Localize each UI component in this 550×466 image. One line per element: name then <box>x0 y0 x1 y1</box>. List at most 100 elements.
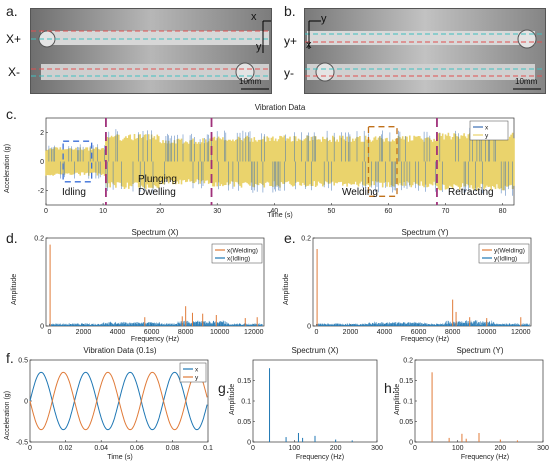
chart-h-x-tick-label: 0 <box>413 445 417 452</box>
chart-g-x-tick-label: 300 <box>371 445 383 452</box>
chart-c-legend-label: y <box>485 133 489 140</box>
weld-photo-b <box>305 9 545 93</box>
chart-e-y-tick-label: 0 <box>307 324 311 331</box>
chart-c-y-tick-label: 2 <box>40 130 44 137</box>
series-x-wave <box>29 371 208 431</box>
chart-g-y-tick-label: 0.15 <box>237 378 251 385</box>
chart-c-x-tick-label: 80 <box>499 208 507 215</box>
chart-h-y-tick-label: 0 <box>409 440 413 447</box>
chart-e-x-tick-label: 2000 <box>343 329 359 336</box>
label-x-minus: X- <box>8 65 20 79</box>
chart-f-x-tick-label: 0.04 <box>94 445 108 452</box>
chart-c-x-tick-label: 50 <box>327 208 335 215</box>
phase-label-dwelling: Dwelling <box>138 187 176 198</box>
weld-photo-a <box>31 9 271 93</box>
chart-g-y-tick-label: 0.05 <box>237 419 251 426</box>
panel-letter-g: g. <box>218 380 230 396</box>
chart-c-x-tick-label: 60 <box>385 208 393 215</box>
chart-d-x-tick-label: 4000 <box>110 329 126 336</box>
chart-title-c: Vibration Data <box>254 103 306 112</box>
chart-g-x-tick-label: 0 <box>251 445 255 452</box>
x-axis-label-h: Frequency (Hz) <box>460 454 510 461</box>
axis-label-x: x <box>306 39 312 51</box>
chart-d-x-tick-label: 8000 <box>178 329 194 336</box>
idling-window-box <box>62 140 93 183</box>
chart-spectrum-y-zoom: 0 100 200 300 0 0.05 0.1 0.15 0.2 <box>399 358 549 453</box>
chart-e-x-tick-label: 4000 <box>377 329 393 336</box>
chart-e-legend-label: y(Idling) <box>494 256 517 263</box>
axis-label-x: x <box>251 11 257 23</box>
chart-title-g: Spectrum (X) <box>291 346 339 355</box>
chart-d-x-tick-label: 2000 <box>76 329 92 336</box>
chart-h-x-tick-label: 100 <box>452 445 464 452</box>
chart-c-x-tick-label: 40 <box>270 208 278 215</box>
phase-label-welding: Welding <box>342 187 378 198</box>
x-axis-label-f: Time (s) <box>107 454 133 461</box>
chart-c-legend-box <box>469 120 509 141</box>
series-x-signal <box>48 127 513 196</box>
chart-h-y-tick-label: 0.15 <box>399 378 413 385</box>
chart-f-y-tick-label: -0.5 <box>16 440 28 447</box>
chart-g-y-tick-label: 0.1 <box>241 399 251 406</box>
chart-e-x-tick-label: 8000 <box>445 329 461 336</box>
x-axis-label-d: Frequency (Hz) <box>130 336 180 343</box>
chart-c-legend-label: x <box>485 125 489 132</box>
chart-e-y-tick-label: 0.2 <box>301 236 311 243</box>
panel-letter-b: b. <box>284 3 296 19</box>
axis-label-y: y <box>256 41 262 53</box>
label-x-plus: X+ <box>6 32 22 46</box>
chart-c-x-tick-label: 0 <box>44 208 48 215</box>
chart-d-x-tick-label: 6000 <box>144 329 160 336</box>
scale-label: 10mm <box>239 77 262 86</box>
chart-c-x-tick-label: 10 <box>99 208 107 215</box>
chart-e-legend-label: y(Welding) <box>494 248 525 255</box>
label-y-plus: y+ <box>284 34 298 48</box>
chart-c-y-tick-label: -2 <box>38 188 44 195</box>
chart-h-y-tick-label: 0.2 <box>403 358 413 365</box>
chart-title-d: Spectrum (X) <box>131 228 179 237</box>
scale-label: 10mm <box>515 77 538 86</box>
panel-letter-h: h. <box>384 380 396 396</box>
phase-label-idling: Idling <box>62 187 86 198</box>
chart-spectrum-y: 0 2000 4000 6000 8000 10000 12000 0 0.2 y(Welding… <box>301 236 532 336</box>
panel-letter-e: e. <box>284 230 296 246</box>
chart-g-x-tick-label: 200 <box>330 445 342 452</box>
chart-d-x-tick-label: 0 <box>47 329 51 336</box>
panel-letter-f: f. <box>6 350 14 366</box>
chart-d-y-tick-label: 0.2 <box>34 236 44 243</box>
welding-window-box <box>367 126 398 197</box>
chart-d-legend-label: x(Idling) <box>227 256 250 263</box>
chart-e-x-tick-label: 10000 <box>477 329 497 336</box>
label-y-minus: y- <box>284 66 294 80</box>
chart-d-legend-label: x(Welding) <box>227 248 258 255</box>
chart-d-y-tick-label: 0 <box>40 324 44 331</box>
series-y-wave <box>29 371 208 431</box>
photo-y-welds: y x 10mm <box>304 8 546 94</box>
chart-f-x-tick-label: 0 <box>28 445 32 452</box>
chart-d-series-idling <box>49 320 263 326</box>
chart-e-x-tick-label: 0 <box>314 329 318 336</box>
chart-g-x-tick-label: 100 <box>288 445 300 452</box>
chart-h-frame <box>414 359 544 443</box>
x-axis-label-g: Frequency (Hz) <box>295 454 345 461</box>
phase-label-plunging: Plunging <box>138 174 177 185</box>
chart-f-legend-box <box>179 362 207 383</box>
chart-d-x-tick-label: 10000 <box>210 329 230 336</box>
chart-vibration-short: 0 0.02 0.04 0.06 0.08 0.1-0.500.5xy <box>16 358 213 453</box>
panel-letter-d: d. <box>6 230 18 246</box>
chart-h-x-tick-label: 300 <box>537 445 549 452</box>
chart-h-y-tick-label: 0.05 <box>399 419 413 426</box>
chart-h-y-tick-label: 0.1 <box>403 399 413 406</box>
phase-label-retracting: Retracting <box>448 187 494 198</box>
photo-x-welds: x y 10mm <box>30 8 272 94</box>
chart-f-x-tick-label: 0.08 <box>166 445 180 452</box>
chart-f-x-tick-label: 0.06 <box>130 445 144 452</box>
chart-d-x-tick-label: 12000 <box>244 329 264 336</box>
chart-title-h: Spectrum (Y) <box>456 346 504 355</box>
chart-g-y-tick-label: 0 <box>247 440 251 447</box>
chart-f-y-tick-label: 0.5 <box>18 358 28 365</box>
chart-c-x-tick-label: 30 <box>213 208 221 215</box>
chart-spectrum-x-zoom: 0 100 200 300 0 0.05 0.1 0.15 <box>237 359 383 452</box>
panel-letter-c: c. <box>6 106 17 122</box>
chart-vibration-data: 0 10 20 30 40 50 60 70 80 -2 0 2 xy <box>38 117 515 215</box>
